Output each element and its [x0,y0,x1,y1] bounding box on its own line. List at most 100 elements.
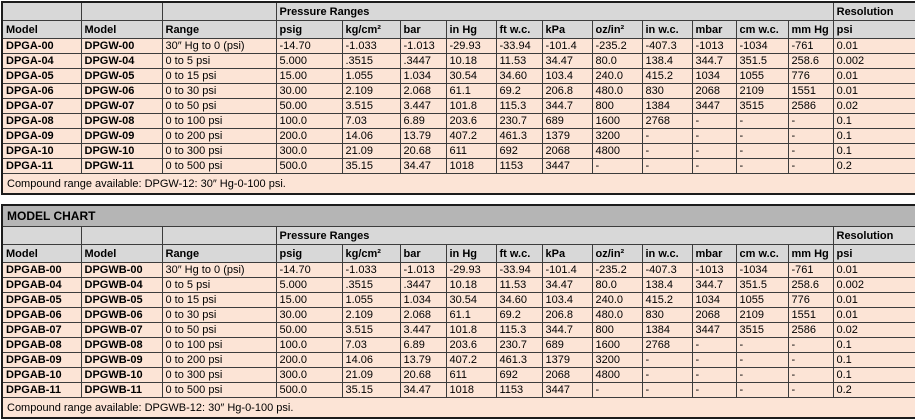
value-cell: 34.47 [399,382,447,398]
value-cell: - [735,113,789,129]
model-b-cell: DPGWB-11 [80,382,163,398]
value-cell: 1384 [641,322,693,338]
value-cell: 15.00 [275,292,343,308]
value-cell: 240.0 [591,292,643,308]
value-cell: - [735,143,789,159]
table-row: DPGAB-06 DPGWB-06 0 to 30 psi 30.00 2.109 2.0… [1,307,915,323]
pressure-table-dpga: Pressure Ranges Resolution Model Model R… [1,1,915,195]
value-cell: 2068 [691,83,737,99]
value-cell: 2068 [541,367,593,383]
value-cell: 3200 [591,352,643,368]
value-cell: 461.3 [495,128,543,144]
value-cell: 13.79 [399,128,447,144]
value-cell: 30.54 [445,68,497,84]
value-cell: 2.109 [341,83,401,99]
column-header-row: Model Model Range psig kg/cm² bar in Hg … [1,20,915,39]
value-cell: -1034 [735,38,789,54]
value-cell: 300.0 [275,367,343,383]
range-cell: 0 to 300 psi [161,143,277,159]
col-header-mmhg: mm Hg [787,244,834,263]
value-cell: -1034 [735,262,789,278]
value-cell: - [641,352,693,368]
value-cell: 1551 [787,83,834,99]
range-cell: 0 to 100 psi [161,113,277,129]
range-cell: 0 to 30 psi [161,83,277,99]
value-cell: 0.1 [832,352,915,368]
table-row: DPGA-04 DPGW-04 0 to 5 psi 5.000.3515.3447 1… [1,53,915,69]
col-header-psig: psig [275,244,343,263]
table2-body: DPGAB-00 DPGWB-00 30″ Hg to 0 (psi) -14.70-… [1,262,915,398]
value-cell: - [787,382,834,398]
value-cell: 240.0 [591,68,643,84]
table-row: DPGA-05 DPGW-05 0 to 15 psi 15.00 1.055 1.034… [1,68,915,84]
model-a-cell: DPGA-07 [1,98,82,114]
value-cell: 1.034 [399,292,447,308]
col-header-kgcm2: kg/cm² [341,244,401,263]
value-cell: 415.2 [641,292,693,308]
table-row: DPGAB-08 DPGWB-08 0 to 100 psi 100.0 7.03 6.8… [1,337,915,353]
model-a-cell: DPGA-05 [1,68,82,84]
range-cell: 0 to 300 psi [161,367,277,383]
value-cell: 200.0 [275,352,343,368]
value-cell: - [735,158,789,174]
table-row: DPGAB-00 DPGWB-00 30″ Hg to 0 (psi) -14.70-… [1,262,915,278]
model-b-cell: DPGW-10 [80,143,163,159]
value-cell: 689 [541,337,593,353]
value-cell: -235.2 [591,262,643,278]
value-cell: -407.3 [641,38,693,54]
value-cell: 101.8 [445,322,497,338]
col-header-bar: bar [399,244,447,263]
value-cell: 3.447 [399,322,447,338]
col-header-psi: psi [832,20,915,39]
value-cell: 2109 [735,83,789,99]
table-row: DPGA-07 DPGW-07 0 to 50 psi 50.00 3.515 3.447… [1,98,915,114]
value-cell: 0.2 [832,158,915,174]
model-b-cell: DPGW-06 [80,83,163,99]
value-cell: 1551 [787,307,834,323]
value-cell: 101.8 [445,98,497,114]
value-cell: 61.1 [445,307,497,323]
value-cell: - [735,128,789,144]
value-cell: 1055 [735,68,789,84]
value-cell: 1.055 [341,292,401,308]
model-a-cell: DPGAB-09 [1,352,82,368]
value-cell: 4800 [591,367,643,383]
value-cell: 69.2 [495,83,543,99]
value-cell: 351.5 [735,53,789,69]
col-header-kgcm2: kg/cm² [341,20,401,39]
value-cell: 35.15 [341,382,401,398]
value-cell: - [691,367,737,383]
value-cell: -101.4 [541,38,593,54]
model-a-cell: DPGAB-00 [1,262,82,278]
value-cell: - [735,352,789,368]
value-cell: 3.447 [399,98,447,114]
range-cell: 0 to 5 psi [161,53,277,69]
value-cell: 1018 [445,158,497,174]
col-header-psi: psi [832,244,915,263]
value-cell: 0.01 [832,262,915,278]
value-cell: - [691,113,737,129]
range-cell: 30″ Hg to 0 (psi) [161,38,277,54]
table2-header: MODEL CHART Pressure Ranges Resolution M… [1,204,915,263]
value-cell: 21.09 [341,143,401,159]
value-cell: 80.0 [591,53,643,69]
value-cell: 0.01 [832,38,915,54]
col-header-bar: bar [399,20,447,39]
value-cell: 689 [541,113,593,129]
range-cell: 0 to 200 psi [161,352,277,368]
col-header-ozin2: oz/in² [591,244,643,263]
value-cell: 3515 [735,322,789,338]
value-cell: - [787,352,834,368]
value-cell: 344.7 [541,98,593,114]
model-a-cell: DPGAB-11 [1,382,82,398]
model-b-cell: DPGW-08 [80,113,163,129]
model-a-cell: DPGA-10 [1,143,82,159]
value-cell: 344.7 [541,322,593,338]
value-cell: -761 [787,38,834,54]
value-cell: 692 [495,367,543,383]
value-cell: - [641,158,693,174]
blank-header-cell [161,1,277,21]
value-cell: -14.70 [275,38,343,54]
value-cell: 206.8 [541,307,593,323]
